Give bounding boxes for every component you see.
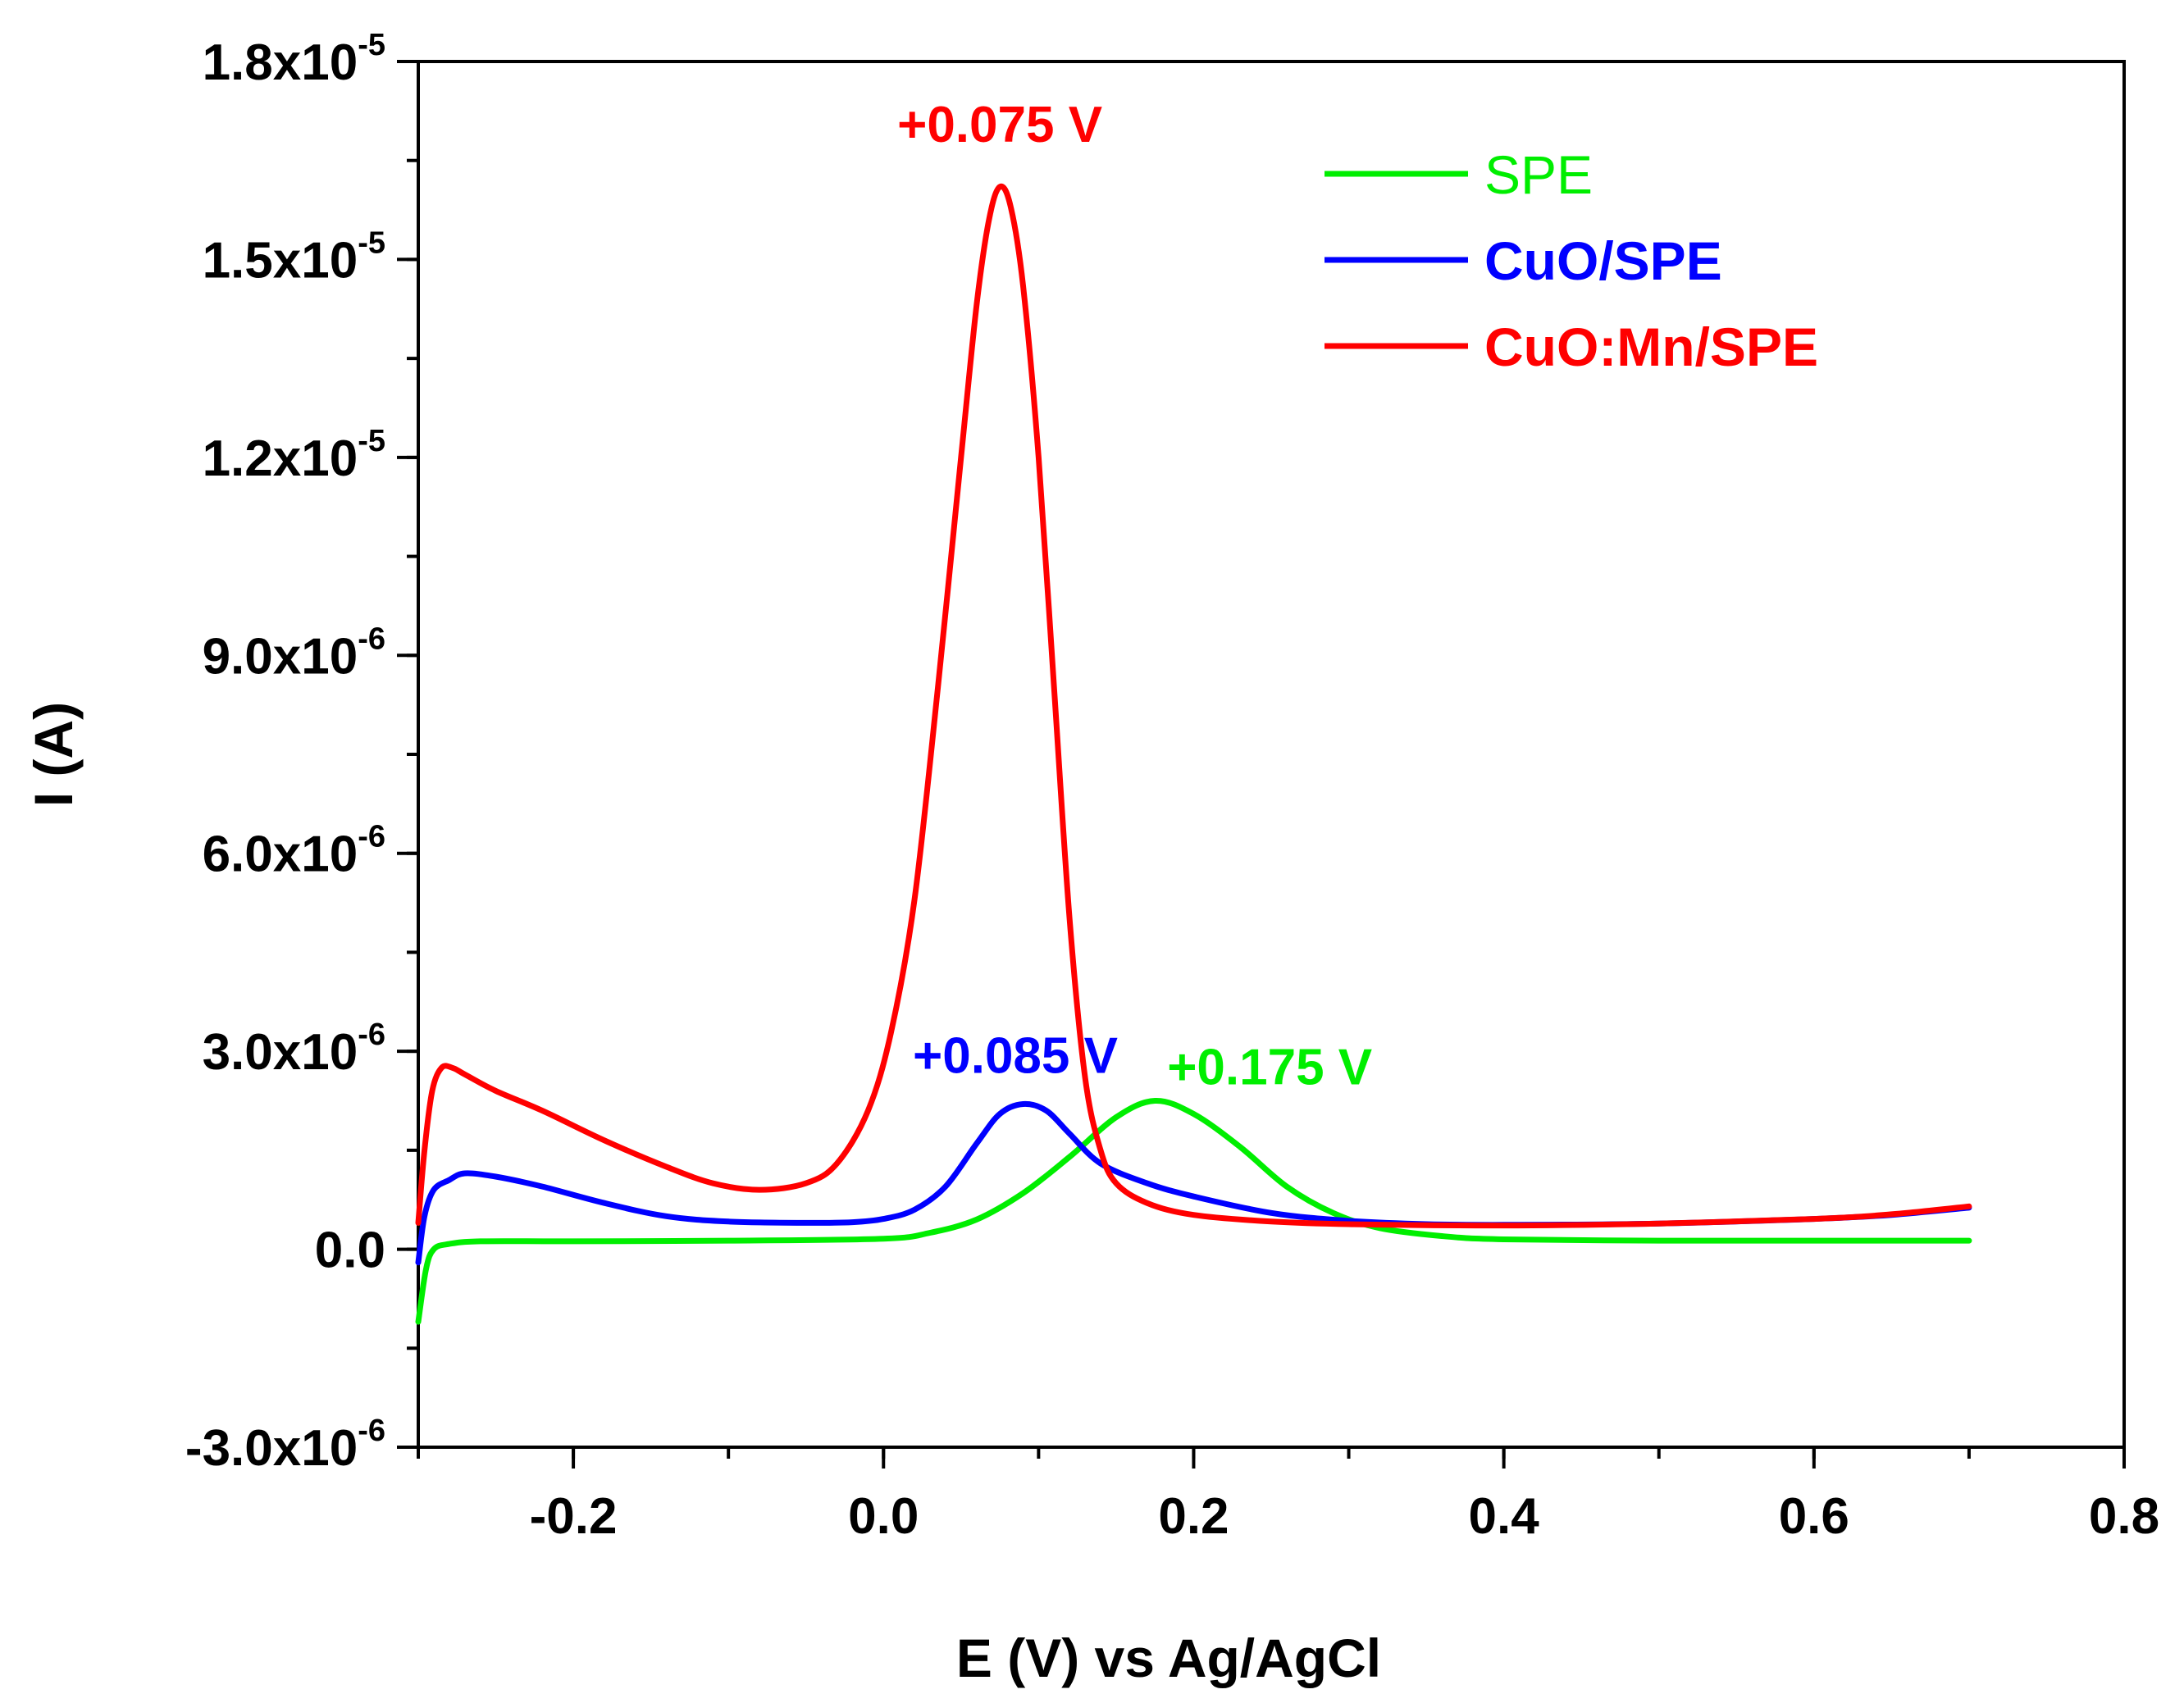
legend-label: CuO:Mn/SPE [1484,316,1818,377]
peak-annotation: +0.175 V [1167,1040,1372,1096]
x-axis-ticks: -0.2 0.0 0.2 0.4 0.6 0.8 [530,1447,2159,1545]
peak-annotation: +0.085 V [913,1028,1118,1085]
y-minor-ticks [407,60,418,1449]
legend: SPE CuO/SPE CuO:Mn/SPE [1325,144,1818,377]
y-axis-ticks: -3.0x10-6 0.0 3.0x10-6 6.0x10-6 9.0x10-6 1.2x… [185,28,418,1477]
x-tick-label: 0.8 [2089,1488,2159,1545]
y-tick-label: 3.0x10-6 [203,1018,385,1081]
y-tick-label: 6.0x10-6 [203,820,385,883]
peak-annotations: +0.075 V +0.085 V +0.175 V [897,97,1372,1096]
x-tick-label: 0.4 [1469,1488,1540,1545]
x-tick-label: -0.2 [530,1488,618,1545]
series-line-0 [415,1097,1972,1325]
x-tick-label: 0.6 [1779,1488,1849,1545]
y-tick-label: -3.0x10-6 [185,1414,385,1477]
x-tick-label: 0.2 [1158,1488,1229,1545]
y-tick-label: 0.0 [315,1223,385,1279]
series-layer [415,183,1972,1325]
y-axis-title: I (A) [23,702,84,807]
series-line-2 [415,183,1972,1229]
y-tick-label: 1.2x10-5 [203,424,385,487]
y-tick-label: 9.0x10-6 [203,622,385,685]
x-minor-ticks [417,1447,2126,1459]
x-tick-label: 0.0 [848,1488,919,1545]
legend-label: SPE [1484,144,1593,205]
x-axis-title: E (V) vs Ag/AgCl [956,1628,1381,1688]
y-tick-label: 1.5x10-5 [203,225,385,289]
peak-annotation: +0.075 V [897,97,1102,153]
y-tick-label: 1.8x10-5 [203,28,385,91]
legend-label: CuO/SPE [1484,230,1722,291]
